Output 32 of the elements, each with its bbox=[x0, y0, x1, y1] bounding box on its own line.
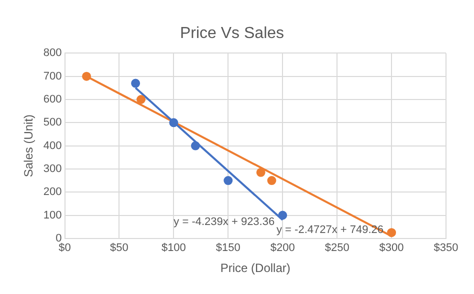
x-tick-label: $150 bbox=[216, 242, 240, 254]
x-tick-label: $250 bbox=[324, 242, 350, 254]
x-tick-label: $0 bbox=[58, 242, 71, 254]
annotation: y = -2.4727x + 749.26 bbox=[276, 224, 384, 236]
y-tick-label: 100 bbox=[43, 209, 62, 222]
point bbox=[190, 141, 200, 150]
chart-title: Price Vs Sales bbox=[180, 25, 284, 42]
point bbox=[136, 95, 146, 104]
x-tick-label: $300 bbox=[379, 242, 404, 254]
x-tick-label: $200 bbox=[270, 242, 295, 254]
y-tick-label: 800 bbox=[43, 47, 62, 60]
point bbox=[278, 210, 288, 220]
point bbox=[169, 118, 178, 128]
point bbox=[224, 176, 233, 186]
y-tick-label: 0 bbox=[56, 232, 62, 244]
y-tick-label: 200 bbox=[43, 186, 62, 198]
y-tick-label: 300 bbox=[43, 162, 62, 175]
x-tick-label: $350 bbox=[434, 242, 458, 254]
point bbox=[387, 228, 396, 238]
point bbox=[131, 78, 140, 88]
x-tick-label: $50 bbox=[110, 242, 128, 254]
point bbox=[267, 176, 276, 186]
point bbox=[82, 72, 92, 81]
y-tick-label: 600 bbox=[43, 94, 62, 106]
point bbox=[256, 168, 266, 177]
annotation: y = -4.239x + 923.36 bbox=[174, 216, 275, 228]
y-tick-label: 400 bbox=[43, 140, 62, 152]
y-tick-label: 700 bbox=[43, 70, 62, 82]
x-tick-label: $100 bbox=[161, 242, 186, 254]
y-tick-label: 500 bbox=[43, 116, 62, 129]
x-axis-title: Price (Dollar) bbox=[220, 261, 290, 276]
y-axis-title: Sales (Unit) bbox=[22, 114, 36, 178]
